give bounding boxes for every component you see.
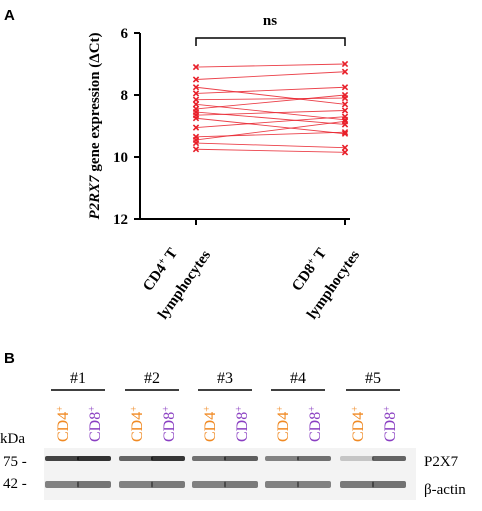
marker-75: 75 - xyxy=(3,454,27,470)
data-point xyxy=(341,113,349,120)
actin-band xyxy=(297,481,331,488)
lane-label-cd4: CD4+ xyxy=(55,406,73,442)
pair-line xyxy=(195,94,346,110)
data-point xyxy=(192,63,200,71)
pair-line xyxy=(195,86,346,105)
lane-label-cd8: CD8+ xyxy=(382,406,400,442)
actin-band xyxy=(151,481,185,488)
data-point xyxy=(341,118,349,125)
actin-band xyxy=(192,481,226,488)
p2x7-band xyxy=(265,456,299,461)
actin-band xyxy=(119,481,153,488)
cat-cd8-text: CD8 xyxy=(289,261,319,294)
group-label: #4 xyxy=(290,370,306,387)
group-label: #1 xyxy=(70,370,86,387)
cat-cd4-text: CD4 xyxy=(140,261,170,294)
data-point xyxy=(341,91,349,99)
blot-bands xyxy=(45,456,406,488)
lane-label-cd4: CD4+ xyxy=(129,406,147,442)
kda-label: kDa xyxy=(0,431,25,447)
data-point xyxy=(192,96,200,103)
pair-line xyxy=(195,120,346,141)
panel-a-axis xyxy=(139,33,350,225)
data-point xyxy=(341,107,349,114)
p2x7-band xyxy=(77,456,111,461)
p2x7-band xyxy=(119,456,153,461)
pair-line xyxy=(195,131,346,138)
p2x7-band xyxy=(192,456,226,461)
lane-label-cd8: CD8+ xyxy=(161,406,179,442)
lane-label-cd4: CD4+ xyxy=(350,406,368,442)
lane-label-cd8: CD8+ xyxy=(234,406,252,442)
actin-band xyxy=(265,481,299,488)
lane-label-cd8: CD8+ xyxy=(87,406,105,442)
group-label: #5 xyxy=(365,370,381,387)
y-ticks: 6 8 10 12 xyxy=(113,26,140,228)
pair-line xyxy=(195,97,346,101)
lane-label-cd8: CD8+ xyxy=(307,406,325,442)
y-axis-label: P2RX7 gene expression (ΔCt) xyxy=(87,32,103,219)
y-axis-label-gene: P2RX7 xyxy=(87,175,103,220)
data-point xyxy=(192,76,200,83)
pair-line xyxy=(195,63,346,68)
p2x7-band xyxy=(372,456,406,461)
bracket-line xyxy=(195,37,346,46)
actin-band xyxy=(372,481,406,488)
actin-band xyxy=(224,481,258,488)
y-tick-label: 6 xyxy=(121,26,129,42)
lane-labels: CD4+ CD8+ CD4+ CD8+ CD4+ CD8+ CD4+ CD8+ CD4+ CD8+ xyxy=(55,406,400,442)
pair-line xyxy=(195,117,346,135)
y-tick-label: 10 xyxy=(113,150,128,166)
data-point xyxy=(192,84,200,91)
pair-line xyxy=(195,116,346,128)
group-label: #3 xyxy=(217,370,233,387)
y-axis-label-rest: gene expression (ΔCt) xyxy=(87,32,103,175)
lane-label-cd4: CD4+ xyxy=(202,406,220,442)
data-point xyxy=(192,101,200,108)
actin-band xyxy=(340,481,374,488)
data-point xyxy=(341,68,349,75)
data-point xyxy=(341,60,349,68)
p2x7-label: P2X7 xyxy=(424,454,459,470)
panel-a-label: A xyxy=(4,7,15,24)
sample-groups: #1 #2 #3 #4 #5 xyxy=(51,370,400,391)
marker-42: 42 - xyxy=(3,476,27,492)
cat-cd8-sup: + xyxy=(305,255,317,266)
data-point xyxy=(192,124,200,131)
pair-line xyxy=(195,86,346,94)
group-label: #2 xyxy=(144,370,160,387)
cat-cd4-sup: + xyxy=(156,255,168,266)
actin-label: β-actin xyxy=(424,482,466,498)
pair-line xyxy=(195,148,346,153)
data-point xyxy=(192,115,200,122)
p2x7-band xyxy=(224,456,258,461)
data-point xyxy=(341,149,349,156)
data-point xyxy=(341,144,349,151)
p2x7-band xyxy=(151,456,185,461)
data-point xyxy=(192,90,200,97)
significance-label: ns xyxy=(263,13,277,29)
data-point xyxy=(341,84,349,91)
data-point xyxy=(192,139,200,147)
pair-line xyxy=(195,142,346,149)
panel-b-label: B xyxy=(4,350,15,367)
pair-line xyxy=(195,110,346,116)
paired-series xyxy=(192,60,349,156)
lane-label-cd4: CD4+ xyxy=(275,406,293,442)
pair-line xyxy=(195,71,346,80)
actin-band xyxy=(77,481,111,488)
data-point xyxy=(192,146,200,153)
actin-band xyxy=(45,481,79,488)
p2x7-band xyxy=(340,456,374,461)
data-point xyxy=(341,129,349,136)
p2x7-band xyxy=(297,456,331,461)
blot-membrane xyxy=(44,448,416,500)
y-tick-label: 8 xyxy=(121,88,129,104)
data-point xyxy=(341,101,349,108)
significance-bracket: ns xyxy=(195,13,346,46)
p2x7-band xyxy=(45,456,79,461)
y-tick-label: 12 xyxy=(113,212,128,228)
